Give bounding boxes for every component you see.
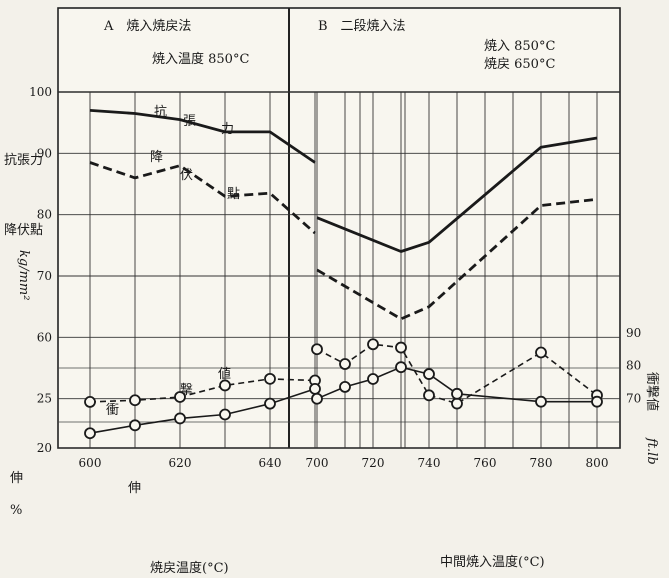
series-line-a [89, 161, 316, 235]
annotation-yield-2: 伏 [180, 168, 193, 183]
x-axis-label-b: 中間焼入温度(°C) [440, 554, 545, 570]
y-tick-label: 20 [37, 441, 52, 455]
data-point [339, 380, 351, 393]
data-point [367, 338, 379, 351]
y-tick-label: 90 [626, 326, 641, 340]
annotation-tensile-1: 抗 [154, 105, 167, 120]
data-point [129, 419, 141, 432]
y-tick-label: 60 [37, 330, 52, 344]
data-point [395, 361, 407, 374]
panel-a-header: A 焼入焼戻法 [103, 19, 191, 34]
y-axis-label-elongation: 伸 [10, 471, 23, 486]
annotation-impact-3: 値 [218, 366, 231, 382]
series-line-b [316, 197, 598, 321]
grid [58, 91, 620, 449]
y-tick-label: 25 [37, 392, 52, 406]
y-axis-left-lower: 25 20 [37, 392, 52, 455]
panel-b-condition-quench: 焼入 850°C [484, 39, 555, 54]
y-axis-label-impact: 衝撃値 [644, 372, 660, 411]
data-point [174, 412, 186, 425]
panel-b-header: B 二段焼入法 [318, 19, 406, 34]
data-point [535, 395, 547, 408]
data-point [84, 427, 96, 440]
x-tick-label: 780 [530, 456, 553, 470]
series-line-a [89, 378, 316, 403]
y-axis-unit-kgmm2: kg/mm² [16, 250, 31, 300]
data-point [451, 397, 463, 410]
x-tick-label: 640 [259, 456, 282, 470]
data-point [219, 379, 231, 392]
x-axis-label-a: 焼戻温度(°C) [150, 560, 229, 576]
x-axis-ticks: 600 620 640 700 720 740 760 780 800 [79, 456, 609, 470]
y-axis-label-yield: 降伏點 [4, 223, 43, 238]
y-tick-label: 70 [37, 269, 52, 283]
data-point [309, 382, 321, 395]
data-point [219, 408, 231, 421]
data-point [535, 346, 547, 359]
data-point [451, 387, 463, 400]
y-axis-left-upper: 100 90 80 70 60 [29, 85, 52, 344]
annotation-yield-1: 降 [150, 150, 163, 165]
x-tick-label: 720 [362, 456, 385, 470]
y-tick-label: 100 [29, 85, 52, 99]
y-axis-unit-ftlb: ft.lb [644, 437, 659, 465]
x-tick-label: 700 [306, 456, 329, 470]
y-axis-label-tensile: 抗張力 [4, 153, 43, 168]
data-point [395, 341, 407, 354]
annotation-tensile-2: 張 [183, 114, 196, 129]
annotation-tensile-3: 力 [221, 122, 234, 137]
y-tick-label: 90 [37, 146, 52, 160]
data-point [367, 373, 379, 385]
annotation-impact-2: 撃 [180, 382, 193, 398]
panel-a-condition: 焼入温度 850°C [152, 51, 249, 67]
data-point [129, 394, 141, 407]
x-tick-label: 620 [169, 456, 192, 470]
y-tick-label: 70 [626, 392, 641, 406]
y-axis-right: 90 80 70 [626, 326, 641, 406]
data-point [174, 391, 186, 403]
series-layer [84, 109, 603, 440]
y-axis-unit-percent: % [10, 503, 22, 518]
data-point [339, 358, 351, 370]
annotation-yield-3: 點 [227, 187, 240, 202]
data-point [423, 389, 435, 402]
annotation-elongation: 伸 [128, 481, 141, 496]
data-point [84, 396, 96, 408]
data-point [264, 372, 276, 385]
x-tick-label: 760 [474, 456, 497, 470]
panel-b-condition-temper: 焼戻 650°C [484, 57, 555, 72]
x-tick-label: 800 [586, 456, 609, 470]
annotation-impact-1: 衝 [106, 403, 119, 418]
series-line-b [316, 136, 598, 253]
y-tick-label: 80 [37, 208, 52, 222]
x-tick-label: 600 [79, 456, 102, 470]
data-point [591, 395, 603, 408]
data-point [423, 368, 435, 380]
series-line-a [89, 388, 316, 434]
y-tick-label: 80 [626, 359, 641, 373]
data-point [264, 397, 276, 410]
data-point [311, 392, 323, 405]
data-point [311, 343, 323, 356]
series-line-a [89, 109, 316, 164]
x-tick-label: 740 [418, 456, 441, 470]
